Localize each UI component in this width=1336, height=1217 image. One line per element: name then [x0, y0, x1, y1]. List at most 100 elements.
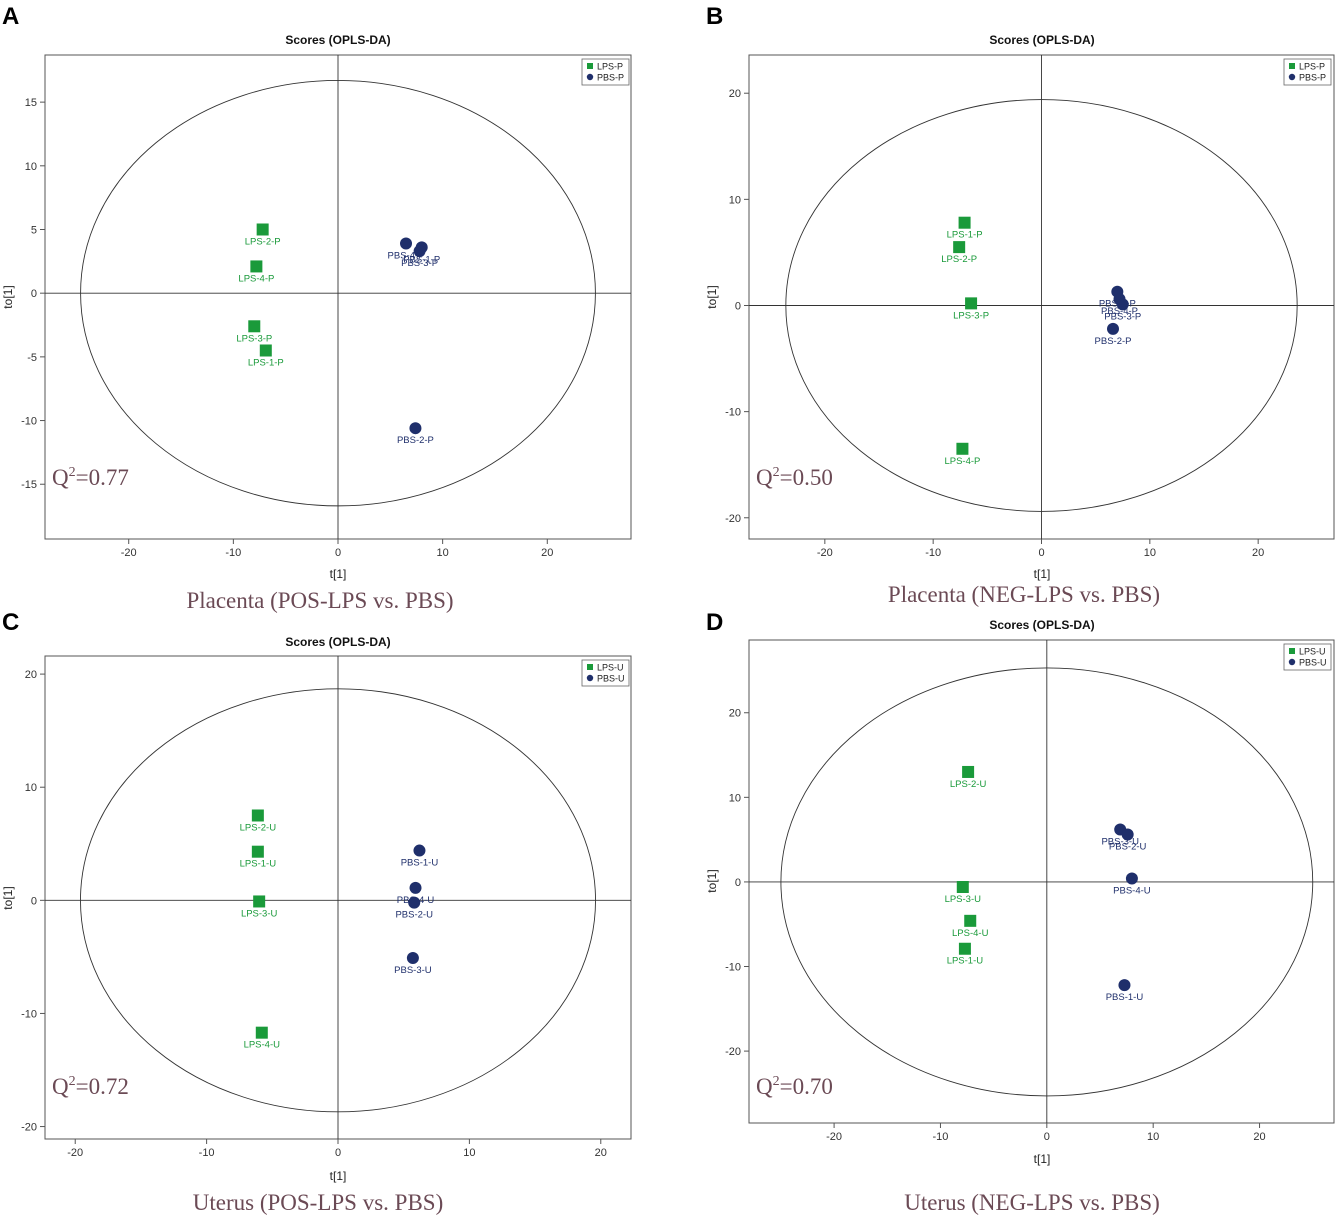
x-tick-label: 0 — [1038, 547, 1044, 559]
x-tick-label: -10 — [925, 547, 941, 559]
data-point-label: PBS-1-U — [401, 858, 439, 869]
data-point-square — [956, 442, 969, 455]
data-point-label: LPS-1-P — [248, 357, 284, 368]
data-point-square — [953, 241, 966, 254]
data-point-square — [956, 880, 969, 893]
y-tick-label: 10 — [25, 161, 37, 173]
y-tick-label: 10 — [729, 792, 741, 804]
data-point-label: PBS-2-U — [1109, 842, 1147, 853]
x-tick-label: -20 — [817, 547, 833, 559]
data-point-circle — [409, 422, 422, 435]
x-axis-label: t[1] — [330, 1169, 347, 1183]
x-tick-label: -10 — [225, 547, 241, 559]
chart-title: Scores (OPLS-DA) — [989, 618, 1094, 632]
y-tick-label: 20 — [25, 669, 37, 681]
y-tick-label: -10 — [21, 1008, 37, 1020]
legend-entry: PBS-U — [597, 674, 625, 684]
confidence-ellipse — [80, 80, 596, 507]
data-point-square — [250, 260, 263, 273]
data-point-label: PBS-4-U — [1113, 886, 1151, 897]
chart-panel-a: A Scores (OPLS-DA) -20 -10 0 10 20 -15 -10 -5 0 5 10… — [1, 3, 632, 613]
x-tick-label: 20 — [1253, 1131, 1265, 1143]
y-tick-label: 0 — [31, 288, 37, 300]
data-point-label: PBS-2-P — [397, 435, 434, 446]
legend-entry: LPS-U — [597, 663, 624, 673]
y-tick-label: -10 — [21, 416, 37, 428]
data-point-label: LPS-1-P — [947, 230, 983, 241]
y-axis-label: to[1] — [1, 285, 15, 308]
confidence-ellipse — [780, 667, 1314, 1097]
data-point-square — [259, 344, 272, 357]
data-point-label: LPS-3-U — [945, 894, 982, 905]
data-point-circle — [408, 896, 421, 909]
data-point-circle — [1125, 872, 1138, 885]
data-point-circle — [413, 844, 426, 857]
data-point-square — [958, 216, 971, 229]
y-tick-label: -20 — [725, 1046, 741, 1058]
chart-title: Scores (OPLS-DA) — [989, 33, 1094, 47]
y-tick-label: 0 — [735, 877, 741, 889]
data-point-label: PBS-4-P — [388, 251, 425, 262]
chart-title: Scores (OPLS-DA) — [285, 635, 390, 649]
legend-entry: LPS-P — [1299, 62, 1325, 72]
x-tick-label: -10 — [933, 1131, 949, 1143]
legend-square-marker — [587, 63, 593, 69]
data-point-square — [962, 765, 975, 778]
x-axis-label: t[1] — [330, 567, 347, 581]
data-point-square — [251, 809, 264, 822]
y-tick-label: 10 — [729, 194, 741, 206]
data-point-label: LPS-2-P — [245, 236, 281, 247]
data-point-label: PBS-3-P — [1104, 311, 1141, 322]
q2-annotation: Q2=0.77 — [52, 465, 129, 490]
y-axis-label: to[1] — [705, 869, 719, 892]
data-point-circle — [406, 952, 419, 965]
legend-square-marker — [587, 664, 593, 670]
panel-letter: B — [706, 3, 723, 30]
data-point-square — [965, 297, 978, 310]
data-point-label: LPS-4-U — [244, 1040, 281, 1051]
y-tick-label: -10 — [725, 407, 741, 419]
x-tick-label: 10 — [1144, 547, 1156, 559]
y-tick-label: -5 — [27, 352, 37, 364]
x-tick-label: 0 — [335, 547, 341, 559]
x-tick-label: 0 — [335, 1147, 341, 1159]
q2-annotation: Q2=0.50 — [756, 465, 833, 490]
data-point-circle — [1107, 322, 1119, 335]
legend-box — [1283, 643, 1332, 671]
x-tick-label: 10 — [437, 547, 449, 559]
y-tick-label: -15 — [21, 479, 37, 491]
data-point-label: PBS-4-P — [1101, 306, 1138, 317]
panel-letter: C — [2, 609, 19, 636]
y-tick-label: 0 — [735, 300, 741, 312]
x-tick-label: 10 — [1147, 1131, 1159, 1143]
chart-title: Scores (OPLS-DA) — [285, 33, 390, 47]
y-tick-label: 15 — [25, 97, 37, 109]
x-tick-label: 20 — [595, 1147, 607, 1159]
legend-circle-marker — [1288, 658, 1296, 666]
x-tick-label: -20 — [826, 1131, 842, 1143]
data-point-square — [255, 1026, 268, 1039]
panel-caption: Placenta (POS-LPS vs. PBS) — [186, 588, 453, 613]
chart-panel-d: D Scores (OPLS-DA) -20 -10 0 10 20 -20 -10 0 10 20 t… — [705, 609, 1335, 1215]
q2-annotation: Q2=0.70 — [756, 1074, 833, 1099]
data-point-label: LPS-2-U — [950, 779, 987, 790]
data-point-square — [256, 223, 269, 236]
legend-circle-marker — [1288, 73, 1296, 81]
legend-entry: LPS-U — [1299, 647, 1326, 657]
y-tick-label: 10 — [25, 782, 37, 794]
data-point-circle — [1116, 298, 1129, 311]
data-point-label: LPS-4-U — [952, 928, 989, 939]
data-point-label: LPS-1-U — [240, 859, 277, 870]
panel-letter: A — [2, 3, 19, 30]
legend-circle-marker — [586, 674, 594, 682]
data-point-circle — [400, 237, 413, 250]
panel-caption: Uterus (POS-LPS vs. PBS) — [193, 1190, 444, 1215]
y-tick-label: 20 — [729, 708, 741, 720]
x-axis-label: t[1] — [1034, 567, 1051, 581]
chart-panel-b: B Scores (OPLS-DA) -20 -10 0 10 20 -20 -10 0 10 20 t… — [705, 3, 1335, 607]
y-axis-label: to[1] — [1, 886, 15, 909]
x-tick-label: 20 — [1252, 547, 1264, 559]
legend-circle-marker — [586, 73, 594, 81]
